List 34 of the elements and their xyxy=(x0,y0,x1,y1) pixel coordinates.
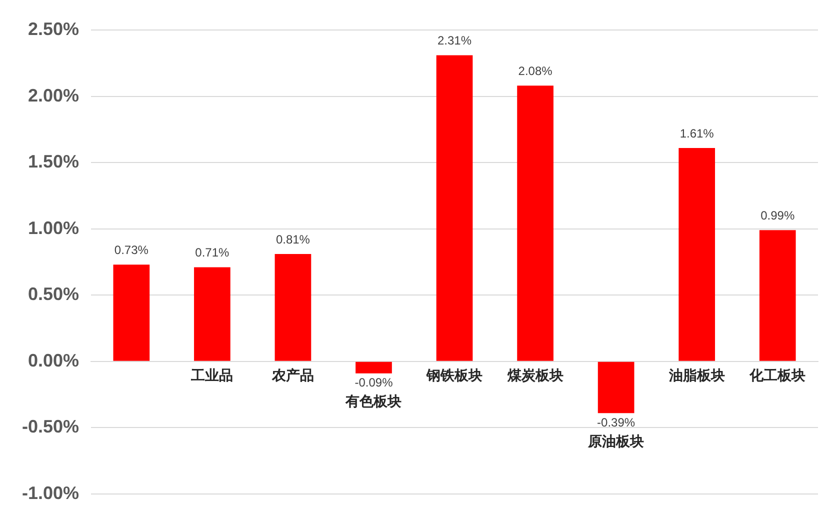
data-label: 0.73% xyxy=(114,242,149,257)
x-tick-label: 原油板块 xyxy=(587,434,644,450)
x-tick-label: 农产品 xyxy=(270,367,314,384)
bar xyxy=(436,55,473,361)
data-label: 2.31% xyxy=(438,34,472,48)
bar xyxy=(274,254,312,361)
y-tick-label: 0.50% xyxy=(28,284,80,304)
data-label: 0.99% xyxy=(760,208,795,222)
x-tick-label: 工业品 xyxy=(190,368,234,384)
y-tick-label: 1.00% xyxy=(28,218,80,238)
bar xyxy=(598,362,634,414)
x-tick-label: 化工板块 xyxy=(748,368,806,384)
data-label: 1.61% xyxy=(680,126,714,140)
data-label: 0.71% xyxy=(195,246,230,260)
x-tick-label: 钢铁板块 xyxy=(426,368,483,384)
data-label: 2.08% xyxy=(518,64,553,78)
bar xyxy=(678,148,716,361)
x-tick-label: 有色板块 xyxy=(344,394,402,410)
y-tick-label: 2.50% xyxy=(28,18,80,39)
data-label: 0.81% xyxy=(276,232,310,246)
x-tick-label: 油脂板块 xyxy=(668,368,725,384)
y-tick-label: -0.50% xyxy=(22,416,80,437)
x-tick-label: 煤炭板块 xyxy=(506,368,564,384)
data-label: -0.39% xyxy=(597,415,636,430)
bar xyxy=(356,362,392,374)
bar xyxy=(759,230,796,361)
bar xyxy=(194,267,230,361)
bar xyxy=(113,264,150,361)
y-tick-label: 2.00% xyxy=(28,85,80,106)
y-tick-label: 1.50% xyxy=(28,152,80,172)
bar xyxy=(517,86,554,361)
y-tick-label: 0.00% xyxy=(28,350,80,370)
y-tick-label: -1.00% xyxy=(22,482,80,503)
data-label: -0.09% xyxy=(354,376,394,390)
